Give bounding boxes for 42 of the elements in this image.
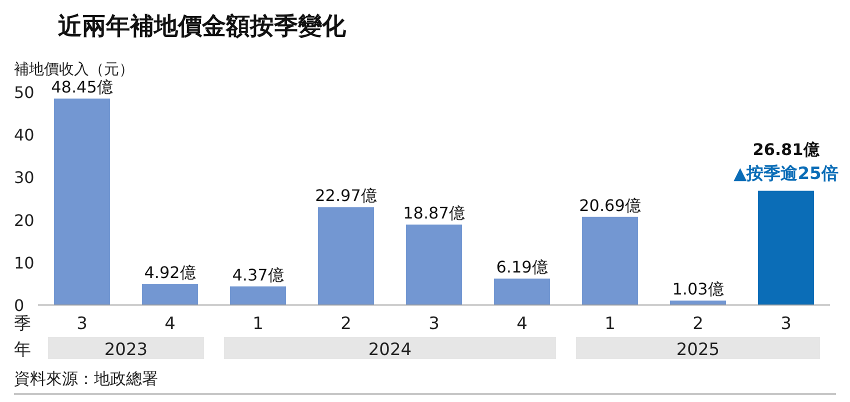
y-tick-label: 30 xyxy=(14,168,34,188)
bar xyxy=(670,300,726,305)
bar xyxy=(582,216,638,305)
bar xyxy=(406,224,462,305)
text: 2023 xyxy=(104,340,148,360)
x-tick-label: 2 xyxy=(692,314,704,334)
data-label: 48.45億 xyxy=(51,78,113,97)
bar xyxy=(318,207,374,305)
x-tick-label: 1 xyxy=(604,314,616,334)
data-label: 1.03億 xyxy=(672,280,724,299)
y-tick-label: 0 xyxy=(14,296,24,315)
bar xyxy=(142,284,198,305)
annotation: ▲按季逾25倍 xyxy=(734,164,838,184)
data-label: 22.97億 xyxy=(315,186,377,206)
y-tick-label: 10 xyxy=(14,253,34,272)
x-tick-label: 1 xyxy=(252,314,264,334)
x-tick-label: 4 xyxy=(516,314,528,334)
chart-title: 近兩年補地價金額按季變化 xyxy=(58,12,347,40)
bar xyxy=(494,278,550,305)
y-tick-label: 40 xyxy=(14,126,34,145)
x-tick-label: 3 xyxy=(428,314,440,334)
data-label: 26.81億 xyxy=(752,140,820,159)
text: 年 xyxy=(14,340,31,360)
y-axis-title: 補地價收入（元） xyxy=(14,60,134,78)
bar xyxy=(758,190,814,305)
data-label: 20.69億 xyxy=(579,196,641,215)
x-tick-label: 4 xyxy=(164,314,176,334)
data-label: 6.19億 xyxy=(496,258,548,277)
x-tick-label: 3 xyxy=(780,314,792,334)
x-axis-title: 季 xyxy=(14,314,31,334)
text: 2025 xyxy=(676,340,720,360)
x-tick-label: 3 xyxy=(76,314,88,334)
y-tick-label: 50 xyxy=(14,83,34,102)
source-note: 資料來源：地政總署 xyxy=(14,369,158,388)
text: 2024 xyxy=(368,340,412,360)
data-label: 4.37億 xyxy=(232,265,284,284)
bar xyxy=(230,286,286,305)
data-label: 4.92億 xyxy=(144,263,196,282)
y-tick-label: 20 xyxy=(14,210,34,230)
data-label: 18.87億 xyxy=(403,204,465,223)
x-tick-label: 2 xyxy=(340,314,352,334)
bar xyxy=(54,98,110,305)
